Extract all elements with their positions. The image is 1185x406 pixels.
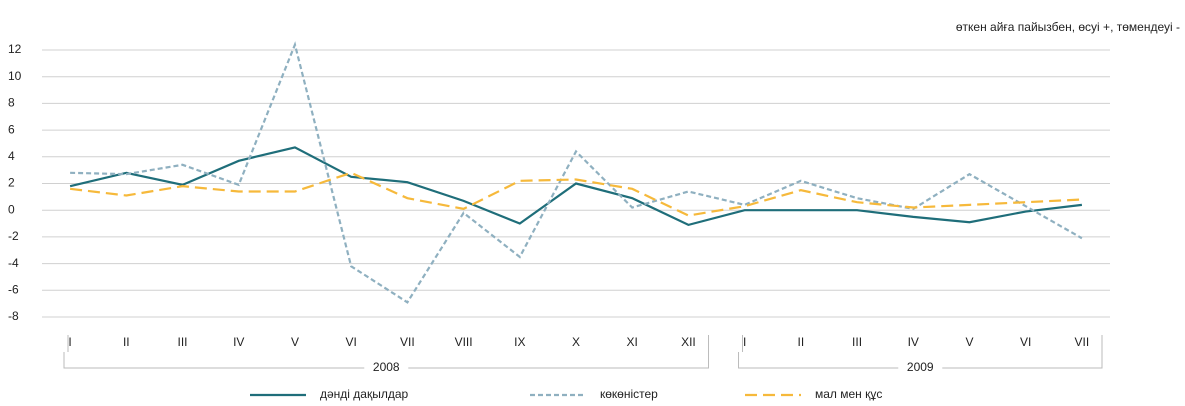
x-tick-label: XI <box>627 335 638 349</box>
series-line <box>69 146 1083 227</box>
y-tick-label: 2 <box>8 176 15 190</box>
legend-label: көкөністер <box>600 387 658 401</box>
series-line <box>69 171 1082 217</box>
x-tick-label: I <box>743 335 746 349</box>
x-tick-label: I <box>68 335 71 349</box>
x-tick-label: V <box>291 335 299 349</box>
group-label-bg <box>898 360 943 376</box>
y-tick-label: 6 <box>8 122 15 136</box>
x-tick-label: VIII <box>455 335 473 349</box>
y-tick-label: -8 <box>8 309 19 323</box>
x-tick-label: VI <box>1020 335 1031 349</box>
x-tick-label: II <box>123 335 130 349</box>
x-tick-label: IV <box>233 335 244 349</box>
y-tick-label: 12 <box>8 42 22 56</box>
group-label: 2008 <box>373 360 400 374</box>
x-tick-label: XII <box>681 335 696 349</box>
y-tick-label: 10 <box>8 69 22 83</box>
x-tick-label: VI <box>345 335 356 349</box>
note: өткен айға пайызбен, өсуі +, төмендеуі - <box>956 20 1180 34</box>
y-tick-label: 4 <box>8 149 15 163</box>
legend-label: дәнді дақылдар <box>320 387 409 401</box>
group-label-bg <box>364 360 409 376</box>
y-tick-label: -2 <box>8 229 19 243</box>
y-tick-label: 0 <box>8 202 15 216</box>
legend-label: мал мен құс <box>815 387 882 401</box>
x-tick-label: III <box>178 335 188 349</box>
x-tick-label: VII <box>1075 335 1090 349</box>
group-label: 2009 <box>907 360 934 374</box>
x-tick-label: V <box>965 335 973 349</box>
x-tick-label: X <box>572 335 580 349</box>
y-tick-label: 8 <box>8 96 15 110</box>
y-tick-label: -4 <box>8 256 19 270</box>
x-tick-label: II <box>798 335 805 349</box>
x-tick-label: III <box>852 335 862 349</box>
x-tick-label: IV <box>908 335 919 349</box>
x-tick-label: IX <box>514 335 525 349</box>
series-line <box>70 41 1083 304</box>
y-tick-label: -6 <box>8 282 19 296</box>
x-tick-label: VII <box>400 335 415 349</box>
